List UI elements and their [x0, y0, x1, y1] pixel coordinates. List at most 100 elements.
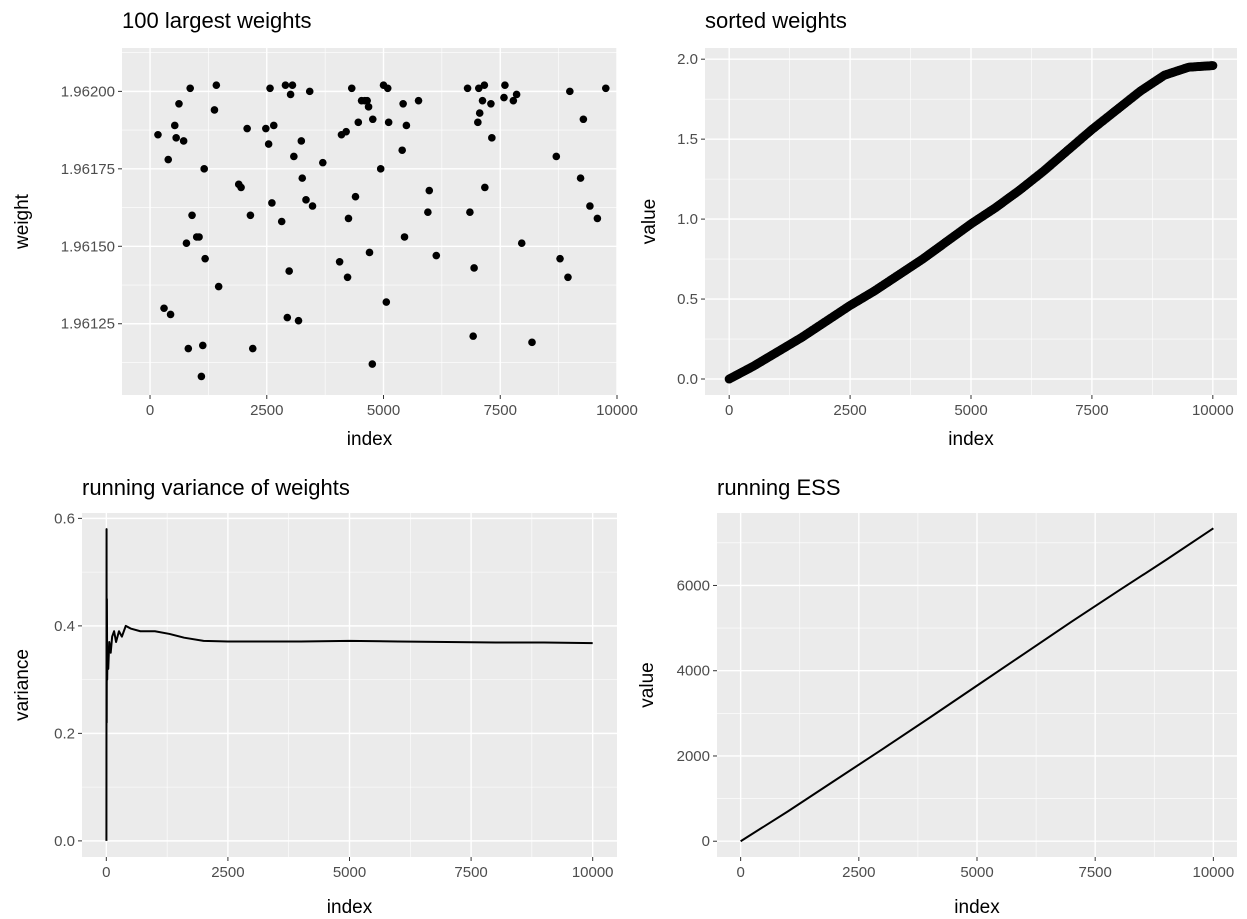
data-point	[382, 298, 391, 306]
data-point	[365, 248, 374, 257]
x-tick-label: 10000	[1193, 864, 1235, 881]
data-point	[170, 121, 179, 130]
data-layer	[105, 528, 593, 841]
data-point	[288, 81, 297, 89]
data-point	[283, 313, 292, 322]
data-point	[344, 214, 353, 223]
y-tick-label: 0.0	[54, 833, 75, 850]
data-point	[586, 202, 594, 210]
data-point	[478, 96, 487, 105]
data-point	[186, 84, 194, 93]
data-point	[399, 99, 407, 108]
data-point	[469, 332, 477, 340]
x-tick-label: 2500	[250, 402, 283, 419]
data-point	[262, 124, 270, 133]
data-point	[210, 106, 219, 114]
x-tick-label: 0	[102, 864, 110, 881]
y-axis-title: weight	[12, 193, 33, 250]
chart-title: 100 largest weights	[122, 8, 312, 33]
x-tick-label: 5000	[367, 402, 400, 419]
data-point	[402, 121, 411, 130]
x-tick-label: 7500	[1078, 864, 1111, 881]
data-point	[268, 199, 276, 207]
data-point	[556, 254, 564, 263]
data-point	[188, 211, 196, 220]
series-line	[740, 527, 1214, 843]
data-point	[248, 344, 257, 353]
y-axis-title: variance	[12, 649, 33, 721]
data-layer	[154, 81, 610, 381]
data-point	[466, 208, 474, 217]
data-point	[425, 186, 434, 195]
data-point	[184, 344, 193, 353]
data-point	[363, 96, 371, 105]
data-point	[474, 118, 482, 127]
y-tick-label: 1.96175	[61, 161, 115, 178]
data-point	[354, 118, 363, 127]
y-tick-label: 1.96125	[61, 316, 115, 333]
data-point	[398, 146, 406, 155]
data-point	[480, 81, 489, 89]
y-tick-label: 0	[702, 833, 710, 850]
data-point	[487, 99, 495, 108]
data-point	[266, 84, 274, 93]
data-point	[552, 152, 561, 161]
data-point	[566, 87, 574, 96]
data-point	[335, 257, 344, 266]
data-layer	[724, 61, 1218, 384]
data-point	[269, 121, 278, 130]
data-point	[414, 96, 423, 105]
data-point	[175, 99, 183, 108]
data-point	[347, 84, 356, 93]
y-axis-title: value	[639, 199, 660, 244]
x-tick-label: 7500	[454, 864, 487, 881]
data-point	[463, 84, 472, 93]
data-point	[164, 155, 173, 164]
data-point	[237, 183, 245, 192]
panel-sorted-weights: 0 2500 5000 7500 10000 0.0 0.5 1.0 1.5 2.0 sorted …	[639, 8, 1237, 450]
data-point	[500, 93, 508, 102]
x-tick-label: 5000	[333, 864, 366, 881]
x-axis-title: index	[347, 429, 393, 450]
x-tick-label: 5000	[954, 402, 987, 419]
series-line	[105, 528, 593, 841]
y-tick-label: 1.0	[677, 211, 698, 228]
data-point	[277, 217, 286, 226]
data-point	[470, 264, 478, 272]
data-point	[481, 183, 489, 192]
x-tick-label: 2500	[833, 402, 866, 419]
x-tick-label: 2500	[211, 864, 244, 881]
x-tick-label: 10000	[1192, 402, 1234, 419]
x-tick-label: 7500	[1075, 402, 1108, 419]
data-point	[400, 233, 409, 241]
y-tick-label: 2.0	[677, 51, 698, 68]
data-point	[501, 81, 509, 89]
x-tick-label: 2500	[842, 864, 875, 881]
data-point	[601, 84, 610, 93]
data-point	[512, 90, 521, 99]
x-tick-label: 10000	[572, 864, 614, 881]
data-point	[201, 254, 209, 263]
x-tick-label: 0	[146, 402, 154, 419]
data-layer	[740, 527, 1214, 843]
x-tick-label: 0	[725, 402, 733, 419]
data-point	[286, 90, 295, 99]
data-point	[290, 152, 298, 161]
data-point	[383, 84, 392, 93]
x-tick-label: 0	[736, 864, 744, 881]
data-point	[475, 109, 484, 117]
data-point	[294, 316, 303, 325]
chart-title: sorted weights	[705, 8, 847, 33]
panel-running-ess: 0 2500 5000 7500 10000 0 2000 4000 6000 running E…	[637, 475, 1237, 918]
data-point	[243, 124, 251, 133]
x-axis-title: index	[327, 897, 373, 918]
x-tick-label: 5000	[960, 864, 993, 881]
data-point	[1208, 61, 1218, 71]
y-tick-label: 6000	[677, 577, 710, 594]
x-tick-label: 10000	[596, 402, 638, 419]
data-point	[302, 196, 310, 204]
data-point	[343, 273, 352, 282]
y-tick-label: 0.0	[677, 371, 698, 388]
data-point	[195, 233, 203, 241]
data-point	[579, 115, 588, 124]
